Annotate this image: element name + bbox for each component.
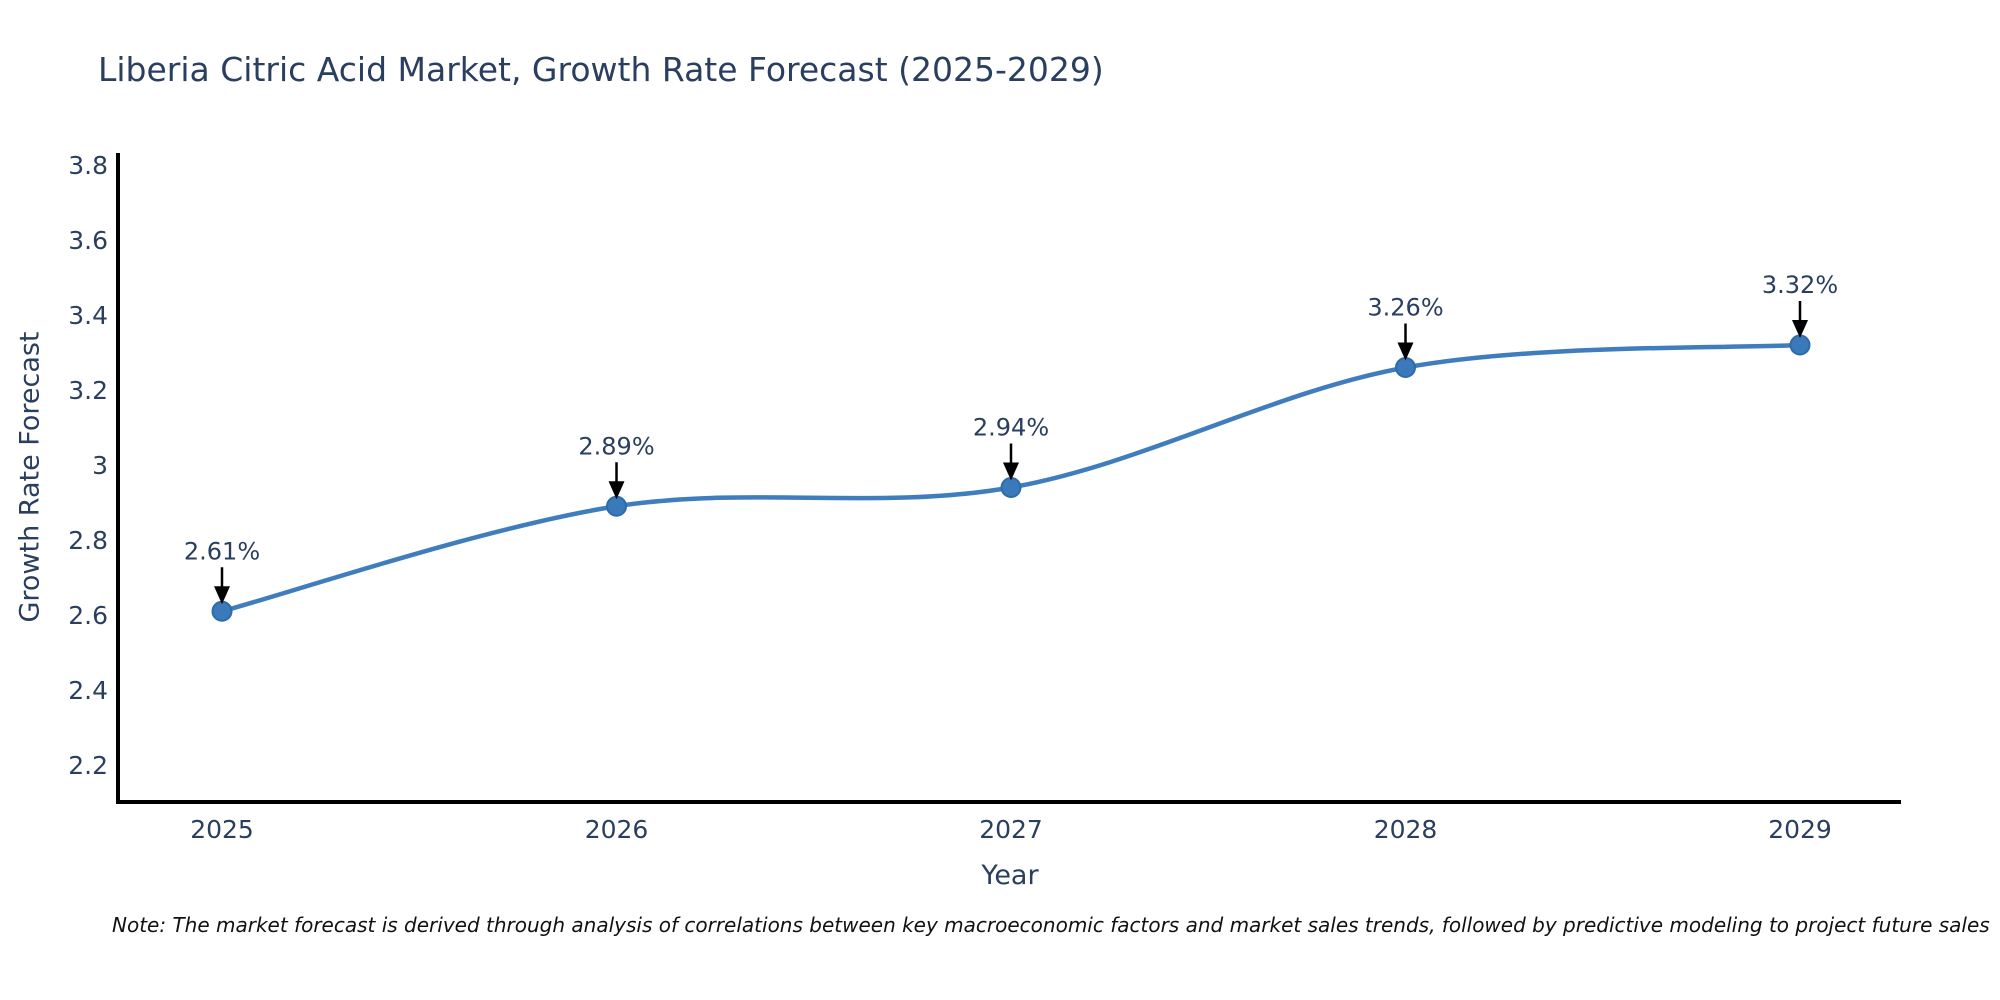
point-annotation-label: 2.94% bbox=[973, 414, 1049, 442]
annotation-arrowhead-icon bbox=[608, 481, 625, 500]
data-point-marker[interactable] bbox=[606, 495, 627, 517]
data-point-marker[interactable] bbox=[1395, 357, 1416, 378]
y-tick-label: 2.8 bbox=[68, 526, 108, 555]
annotation-arrowhead-icon bbox=[1003, 462, 1019, 481]
annotation-arrowhead-icon bbox=[214, 586, 230, 605]
x-tick-label: 2029 bbox=[1768, 815, 1832, 844]
data-point-marker[interactable] bbox=[211, 600, 233, 622]
y-tick-label: 3.4 bbox=[68, 301, 108, 330]
point-annotation-label: 3.26% bbox=[1367, 294, 1443, 322]
y-tick-label: 2.6 bbox=[68, 601, 108, 630]
point-annotation-label: 2.89% bbox=[578, 432, 654, 460]
x-tick-label: 2028 bbox=[1374, 815, 1438, 844]
annotation-arrowhead-icon bbox=[1792, 320, 1808, 338]
y-tick-label: 3.6 bbox=[68, 226, 108, 255]
y-tick-label: 2.4 bbox=[68, 676, 108, 705]
y-tick-label: 3.2 bbox=[68, 376, 108, 405]
x-axis-title: Year bbox=[981, 860, 1039, 891]
annotation-arrowhead-icon bbox=[1397, 342, 1414, 361]
data-point-marker[interactable] bbox=[1789, 334, 1811, 356]
x-tick-label: 2027 bbox=[979, 815, 1043, 844]
footnote: Note: The market forecast is derived thr… bbox=[112, 913, 1990, 937]
x-tick-label: 2026 bbox=[585, 815, 649, 844]
y-tick-label: 2.2 bbox=[68, 751, 108, 780]
x-tick-label: 2025 bbox=[190, 815, 254, 844]
chart-title: Liberia Citric Acid Market, Growth Rate … bbox=[98, 50, 1104, 89]
y-tick-label: 3.8 bbox=[68, 151, 108, 180]
y-tick-label: 3 bbox=[92, 451, 108, 480]
point-annotation-label: 2.61% bbox=[184, 537, 260, 565]
point-annotation-label: 3.32% bbox=[1762, 271, 1838, 299]
data-point-marker[interactable] bbox=[1000, 477, 1022, 498]
